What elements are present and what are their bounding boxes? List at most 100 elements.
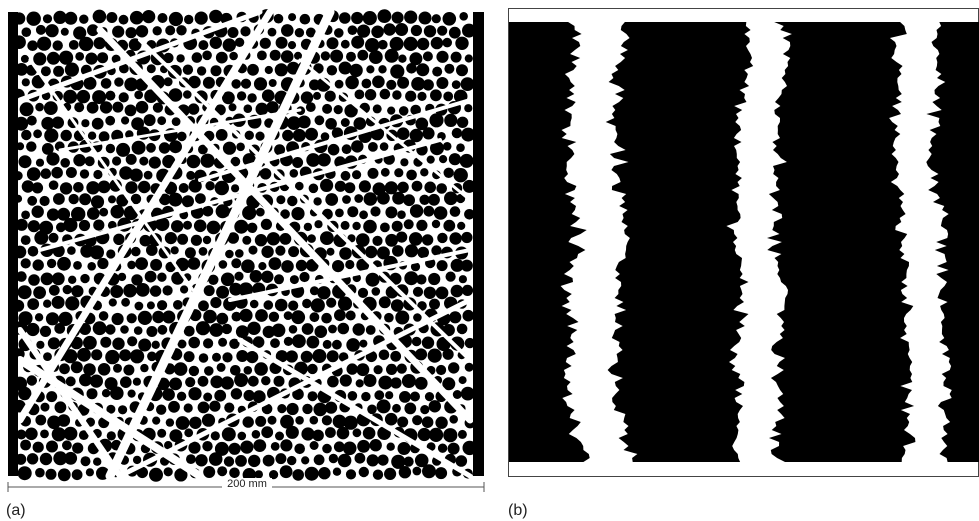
particle bbox=[363, 11, 377, 25]
particle bbox=[270, 50, 281, 61]
particle bbox=[429, 400, 441, 412]
particle bbox=[36, 159, 44, 167]
particle bbox=[247, 223, 257, 233]
particle bbox=[72, 443, 83, 454]
particle bbox=[188, 103, 199, 114]
particle bbox=[146, 244, 158, 256]
particle bbox=[158, 13, 168, 23]
particle bbox=[256, 208, 265, 217]
particle bbox=[258, 262, 266, 270]
particle bbox=[184, 351, 195, 362]
particle bbox=[436, 287, 449, 300]
particle bbox=[342, 195, 351, 204]
particle bbox=[323, 340, 332, 349]
particle bbox=[202, 51, 212, 61]
particle bbox=[354, 194, 363, 203]
particle bbox=[157, 116, 166, 125]
particle bbox=[222, 427, 236, 441]
particle bbox=[203, 338, 213, 348]
particle bbox=[301, 456, 309, 464]
particle bbox=[214, 390, 226, 402]
particle bbox=[415, 348, 427, 360]
particle bbox=[346, 338, 360, 352]
particle bbox=[149, 468, 163, 482]
particle bbox=[66, 167, 77, 178]
particle bbox=[28, 246, 39, 257]
particle bbox=[298, 116, 311, 129]
particle bbox=[139, 157, 148, 166]
particle bbox=[203, 393, 212, 402]
particle bbox=[188, 257, 201, 270]
particle bbox=[459, 12, 468, 21]
particle bbox=[427, 156, 435, 164]
particle bbox=[209, 10, 222, 23]
particle bbox=[21, 55, 29, 63]
particle bbox=[224, 403, 234, 413]
particle bbox=[100, 337, 111, 348]
particle bbox=[46, 391, 57, 402]
particle bbox=[377, 455, 388, 466]
particle bbox=[317, 153, 330, 166]
particle bbox=[443, 142, 452, 151]
particle bbox=[398, 442, 411, 455]
particle bbox=[37, 37, 51, 51]
particle bbox=[385, 391, 393, 399]
particle bbox=[442, 38, 452, 48]
particle bbox=[436, 51, 448, 63]
particle bbox=[72, 469, 83, 480]
particle bbox=[63, 218, 77, 232]
particle bbox=[400, 158, 408, 166]
particle bbox=[204, 285, 215, 296]
particle bbox=[134, 326, 143, 335]
particle bbox=[439, 155, 447, 163]
particle bbox=[85, 53, 97, 65]
particle bbox=[211, 65, 222, 76]
particle bbox=[452, 80, 461, 89]
particle bbox=[338, 454, 352, 468]
particle bbox=[49, 285, 60, 296]
particle bbox=[73, 182, 84, 193]
particle bbox=[235, 455, 247, 467]
particle bbox=[224, 456, 234, 466]
particle bbox=[113, 234, 124, 245]
particle bbox=[176, 416, 190, 430]
particle bbox=[199, 247, 208, 256]
particle bbox=[105, 350, 119, 364]
particle bbox=[312, 430, 324, 442]
particle bbox=[252, 430, 261, 439]
particle bbox=[87, 102, 99, 114]
particle bbox=[287, 403, 299, 415]
particle bbox=[189, 417, 201, 429]
particle bbox=[302, 299, 311, 308]
particle bbox=[79, 220, 90, 231]
particle bbox=[420, 405, 429, 414]
particle bbox=[377, 192, 390, 205]
particle bbox=[127, 336, 137, 346]
particle bbox=[255, 416, 266, 427]
particle bbox=[88, 132, 96, 140]
particle bbox=[26, 323, 39, 336]
particle bbox=[464, 104, 472, 112]
particle bbox=[106, 249, 115, 258]
particle bbox=[79, 37, 93, 51]
particle bbox=[157, 273, 166, 282]
particle bbox=[112, 26, 124, 38]
particle bbox=[380, 89, 391, 100]
particle bbox=[217, 363, 226, 372]
particle bbox=[33, 442, 44, 453]
particle bbox=[274, 376, 285, 387]
particle bbox=[131, 247, 141, 257]
particle bbox=[313, 92, 321, 100]
particle bbox=[189, 366, 199, 376]
particle bbox=[184, 15, 193, 24]
particle bbox=[380, 223, 390, 233]
particle bbox=[255, 309, 268, 322]
particle bbox=[165, 25, 175, 35]
particle bbox=[379, 350, 390, 361]
particle bbox=[429, 299, 440, 310]
particle bbox=[291, 207, 304, 220]
particle bbox=[248, 376, 259, 387]
particle bbox=[87, 388, 98, 399]
particle bbox=[348, 391, 358, 401]
particle bbox=[234, 272, 243, 281]
